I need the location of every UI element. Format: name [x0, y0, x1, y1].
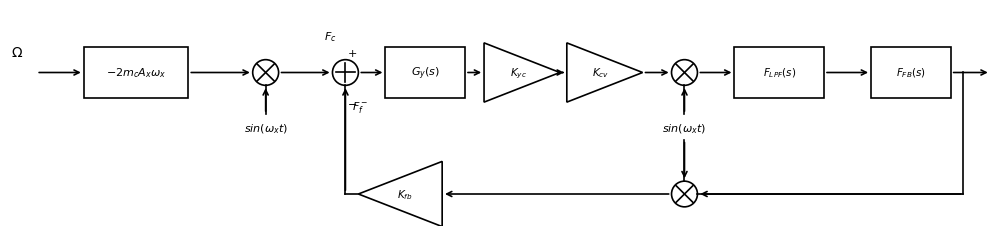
Text: $\Omega$: $\Omega$ — [11, 45, 23, 59]
Text: $F_c$: $F_c$ — [324, 30, 337, 44]
Bar — [385, 48, 465, 99]
Text: $sin(\omega_x t)$: $sin(\omega_x t)$ — [662, 122, 707, 136]
Text: $-$: $-$ — [347, 98, 357, 108]
Bar — [734, 48, 824, 99]
Bar — [84, 48, 188, 99]
Text: $K_{yc}$: $K_{yc}$ — [510, 66, 527, 80]
Text: $+$: $+$ — [347, 47, 358, 58]
Bar — [871, 48, 951, 99]
Text: $F_f^-$: $F_f^-$ — [352, 100, 369, 115]
Text: $-2m_c A_x\omega_x$: $-2m_c A_x\omega_x$ — [106, 66, 166, 80]
Text: $K_{cv}$: $K_{cv}$ — [592, 66, 610, 80]
Text: $K_{fb}$: $K_{fb}$ — [397, 187, 412, 201]
Text: $F_{LPF}(s)$: $F_{LPF}(s)$ — [763, 67, 796, 80]
Text: $G_y(s)$: $G_y(s)$ — [411, 65, 440, 81]
Text: $sin(\omega_x t)$: $sin(\omega_x t)$ — [244, 122, 288, 136]
Text: $F_{FB}(s)$: $F_{FB}(s)$ — [896, 67, 926, 80]
